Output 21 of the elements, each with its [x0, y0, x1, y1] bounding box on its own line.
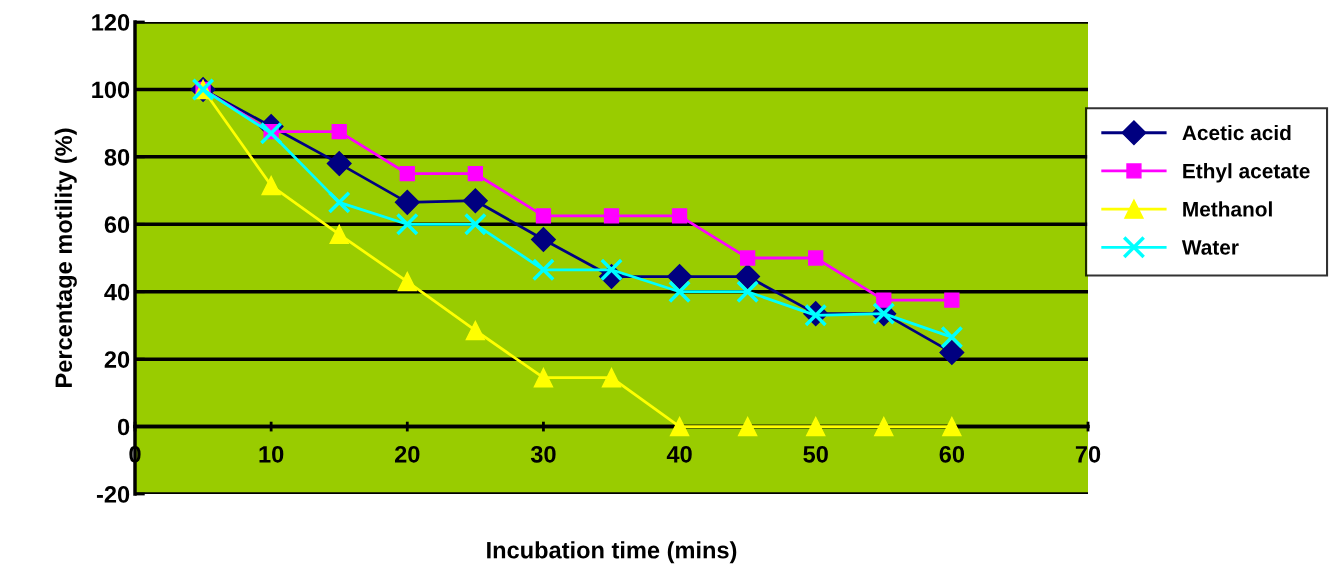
y-tick-label: 100 — [92, 81, 130, 99]
x-tick-label: 30 — [530, 445, 556, 463]
x-tick-label: 60 — [939, 445, 965, 463]
y-tick-label: -20 — [96, 486, 130, 503]
y-tick-label: 60 — [104, 216, 130, 234]
legend-label: Acetic acid — [1182, 124, 1291, 141]
x-tick-label: 10 — [259, 445, 284, 463]
legend-label: Ethyl acetate — [1183, 163, 1310, 183]
x-tick-label: 50 — [803, 445, 828, 463]
x-tick-label: 70 — [1075, 445, 1101, 463]
legend-label: Water — [1181, 240, 1239, 255]
y-tick-label: 120 — [92, 14, 130, 31]
x-axis-title: Incubation time (mins) — [487, 541, 737, 564]
y-tick-label: 0 — [117, 418, 130, 436]
legend-label: Methanol — [1183, 201, 1272, 217]
x-tick-label: 20 — [394, 445, 420, 463]
y-tick-label: 40 — [104, 283, 130, 301]
y-tick-label: 20 — [104, 351, 130, 368]
x-tick-label: 40 — [666, 445, 692, 463]
y-axis-title: Percentage motility (%) — [54, 128, 77, 387]
y-tick-label: 80 — [104, 148, 130, 166]
